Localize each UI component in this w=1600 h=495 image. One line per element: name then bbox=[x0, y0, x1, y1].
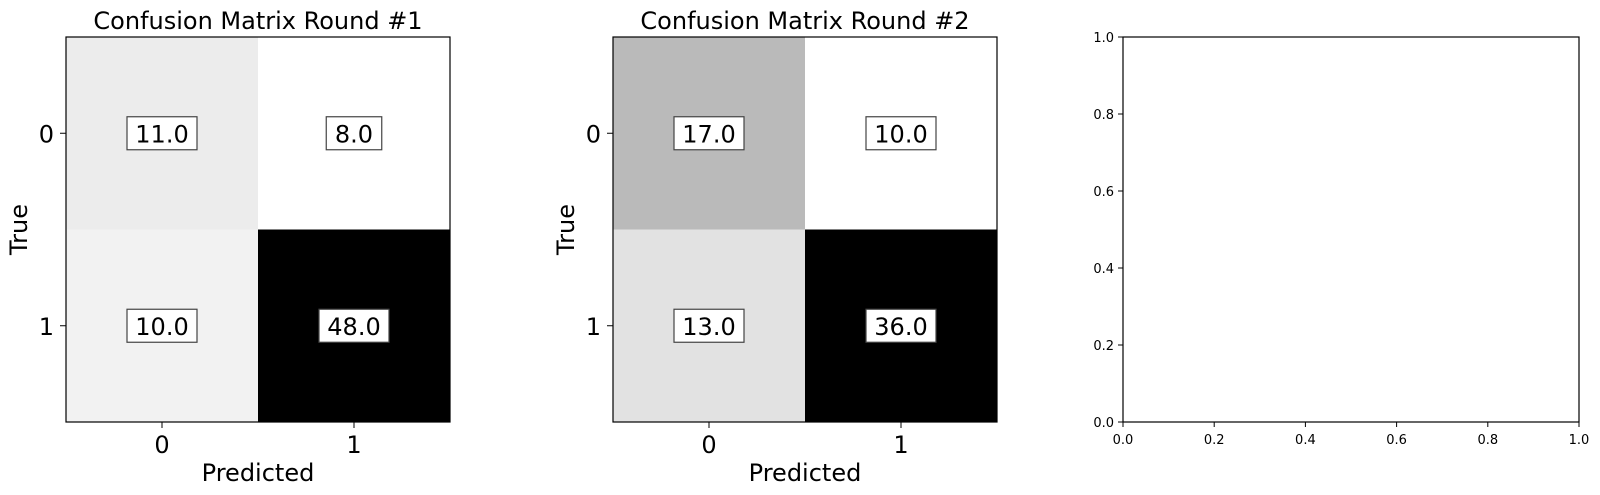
cell-value-label: 10.0 bbox=[874, 120, 927, 148]
x-tick-label: 1.0 bbox=[1569, 433, 1590, 448]
axes-frame bbox=[612, 36, 998, 423]
chart-title: Confusion Matrix Round #2 bbox=[640, 7, 969, 35]
x-tick-label: 1 bbox=[346, 431, 361, 459]
x-tick-label: 0 bbox=[154, 431, 169, 459]
y-tick-label: 0.8 bbox=[1093, 108, 1114, 123]
cell-label-box bbox=[865, 116, 937, 151]
y-tick-label: 1 bbox=[39, 313, 54, 341]
x-tick-label: 0.8 bbox=[1477, 433, 1498, 448]
axes-frame bbox=[1122, 36, 1580, 423]
x-tick-label: 0.6 bbox=[1386, 433, 1407, 448]
cell-label-box bbox=[673, 308, 745, 343]
x-tick-label: 0.4 bbox=[1295, 433, 1316, 448]
cell-value-label: 13.0 bbox=[682, 313, 735, 341]
heatmap-panel-1: 11.0 8.0 10.0 48.0 0 1 0 1 Confusion Matrix Roun… bbox=[5, 7, 451, 487]
axes-frame bbox=[65, 36, 451, 423]
cell-value-label: 10.0 bbox=[135, 313, 188, 341]
cell-value-label: 36.0 bbox=[874, 313, 927, 341]
y-tick-label: 0 bbox=[586, 120, 601, 148]
cell-value-label: 8.0 bbox=[335, 120, 373, 148]
empty-axes-panel: 0.0 0.2 0.4 0.6 0.8 1.0 0.0 0.2 0.4 0.6 0.8 1.0 bbox=[1093, 31, 1589, 448]
y-axis-label: True bbox=[552, 204, 580, 256]
cell-value-label: 11.0 bbox=[135, 120, 188, 148]
cell-label-box bbox=[318, 308, 390, 343]
cell-value-label: 17.0 bbox=[682, 120, 735, 148]
cell-label-box bbox=[865, 308, 937, 343]
chart-title: Confusion Matrix Round #1 bbox=[93, 7, 422, 35]
y-axis-label: True bbox=[5, 204, 33, 256]
cell-label-box bbox=[126, 308, 198, 343]
x-tick-label: 0 bbox=[701, 431, 716, 459]
y-tick-label: 0.6 bbox=[1093, 185, 1114, 200]
cell-label-box bbox=[673, 116, 745, 151]
y-tick-label: 1.0 bbox=[1093, 31, 1114, 46]
cell-value-label: 48.0 bbox=[327, 313, 380, 341]
y-tick-label: 0.0 bbox=[1093, 416, 1114, 431]
y-tick-label: 0 bbox=[39, 120, 54, 148]
x-axis-label: Predicted bbox=[202, 459, 315, 487]
y-tick-label: 1 bbox=[586, 313, 601, 341]
cell-label-box bbox=[325, 116, 383, 151]
cell-label-box bbox=[126, 116, 198, 151]
heatmap-panel-2: 17.0 10.0 13.0 36.0 0 1 0 1 Confusion Matrix Rou… bbox=[552, 7, 998, 487]
y-tick-label: 0.2 bbox=[1093, 339, 1114, 354]
x-tick-label: 0.0 bbox=[1113, 433, 1134, 448]
x-tick-label: 0.2 bbox=[1204, 433, 1225, 448]
x-axis-label: Predicted bbox=[749, 459, 862, 487]
x-tick-label: 1 bbox=[893, 431, 908, 459]
y-tick-label: 0.4 bbox=[1093, 262, 1114, 277]
